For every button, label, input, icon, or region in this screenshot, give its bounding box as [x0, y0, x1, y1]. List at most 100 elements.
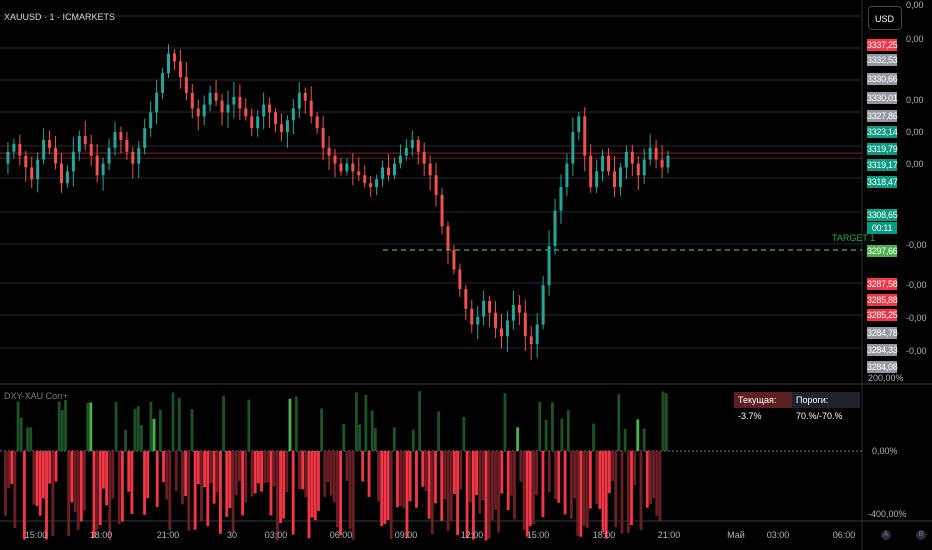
price-tag: 3319,17 — [867, 159, 898, 171]
indicator-bar-negative — [487, 451, 491, 539]
price-tag: 3284,78 — [867, 327, 898, 339]
indicator-bar-positive — [133, 408, 137, 451]
indicator-bar-negative — [32, 451, 36, 505]
indicator-bar-negative — [301, 451, 305, 490]
candle-body — [36, 159, 40, 180]
candle-body — [12, 143, 16, 152]
indicator-bar-negative — [389, 451, 393, 540]
indicator-bar-negative — [611, 451, 614, 482]
candle-body — [464, 289, 468, 309]
time-axis-label: 15:00 — [526, 530, 550, 540]
price-tag: 3285,25 — [867, 309, 898, 321]
indicator-bar-negative — [506, 451, 510, 511]
indicator-bar-negative — [525, 451, 529, 537]
candle-body — [416, 139, 420, 152]
indicator-bar-negative — [582, 451, 586, 526]
candle-body — [315, 116, 319, 129]
indicator-bar-negative — [329, 451, 333, 496]
indicator-bar-positive — [57, 401, 61, 451]
candle-body — [167, 53, 170, 74]
candle-body — [65, 171, 69, 184]
auto-scale-icon[interactable]: A — [881, 530, 891, 540]
candle-body — [636, 163, 640, 176]
indicator-bar-negative — [168, 451, 172, 531]
indicator-bar-negative — [383, 451, 387, 525]
candle-body — [428, 163, 432, 176]
candle-body — [482, 300, 486, 317]
candle-body — [398, 155, 402, 164]
symbol-title: XAUUSD · 1 · ICMARKETS — [4, 12, 116, 22]
indicator-bar-negative — [162, 451, 165, 483]
candle-body — [511, 304, 515, 321]
indicator-bar-negative — [228, 451, 232, 509]
indicator-bar-positive — [617, 394, 621, 451]
log-scale-icon[interactable]: B — [916, 530, 926, 540]
candle-body — [119, 132, 123, 140]
indicator-bar-positive — [158, 409, 162, 451]
indicator-bar-positive — [152, 418, 156, 451]
indicator-bar-negative — [196, 451, 200, 485]
indicator-bar-negative — [494, 451, 497, 510]
indicator-bar-negative — [206, 451, 210, 527]
indicator-bar-positive — [139, 425, 143, 451]
candle-body — [476, 316, 480, 325]
indicator-bar-negative — [323, 451, 327, 497]
candle-body — [95, 155, 99, 176]
candle-body — [6, 151, 10, 164]
price-tag: 3319,79 — [867, 143, 898, 155]
price-tag: 3323,14 — [867, 126, 898, 138]
indicator-bar-negative — [269, 451, 273, 516]
candle-body — [30, 167, 34, 180]
candle-body — [642, 159, 646, 176]
candle-body — [559, 187, 563, 211]
candle-body — [541, 285, 545, 325]
indicator-bar-negative — [598, 451, 602, 509]
indicator-bar-positive — [560, 418, 564, 451]
indicator-bar-negative — [452, 451, 456, 494]
candle-body — [297, 92, 301, 109]
indicator-bar-negative — [345, 451, 349, 482]
candle-body — [214, 92, 218, 101]
indicator-bar-negative — [67, 451, 71, 536]
price-tag: 3287,58 — [867, 278, 898, 290]
secondary-axis-value: 0,00 — [906, 95, 924, 105]
indicator-bar-positive — [566, 410, 570, 451]
candle-body — [601, 155, 605, 172]
indicator-bar-negative — [143, 451, 146, 515]
indicator-bar-negative — [475, 451, 478, 495]
secondary-axis-value: -0,00 — [906, 313, 927, 323]
indicator-bar-negative — [41, 451, 45, 499]
candle-body — [48, 139, 52, 148]
indicator-bar-negative — [38, 451, 42, 516]
indicator-bar-positive — [437, 411, 441, 451]
indicator-bar-positive — [544, 419, 548, 451]
indicator-bar-negative — [522, 451, 526, 530]
indicator-bar-negative — [415, 451, 418, 508]
candle-body — [565, 163, 569, 188]
candle-body — [595, 171, 599, 188]
candle-body — [256, 116, 260, 129]
candle-body — [262, 104, 266, 117]
indicator-bar-negative — [339, 451, 343, 536]
candle-body — [220, 100, 224, 113]
indicator-bar-negative — [443, 451, 447, 500]
indicator-bar-positive — [320, 408, 324, 451]
candle-body — [274, 112, 278, 125]
indicator-bar-positive — [370, 410, 374, 451]
candle-body — [202, 104, 206, 117]
candle-body — [77, 136, 81, 152]
indicator-bar-negative — [595, 451, 599, 504]
candle-body — [345, 163, 349, 172]
indicator-bar-negative — [79, 451, 83, 522]
currency-button[interactable]: USD — [868, 6, 902, 30]
indicator-bar-negative — [307, 451, 311, 539]
indicator-bar-negative — [209, 451, 213, 484]
indicator-bar-negative — [465, 451, 469, 539]
indicator-bar-negative — [497, 451, 501, 533]
indicator-bar-positive — [592, 423, 595, 451]
indicator-bar-negative — [193, 451, 197, 530]
price-tag: 3327,86 — [867, 110, 898, 122]
price-tag: 3318,47 — [867, 176, 898, 188]
secondary-axis-value: 0,00 — [906, 159, 924, 169]
